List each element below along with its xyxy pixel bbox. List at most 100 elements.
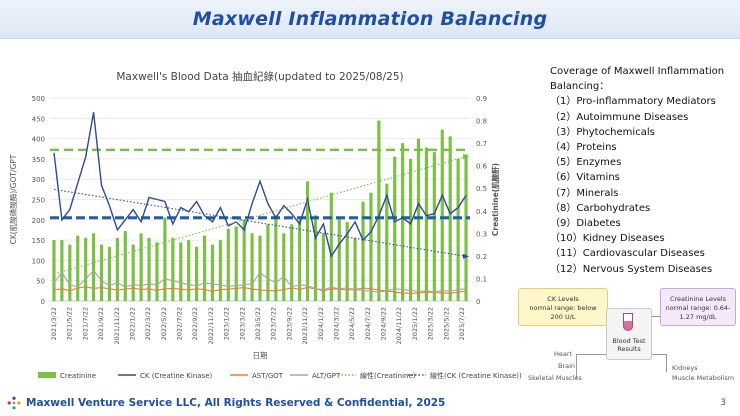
bar-creatinine	[313, 215, 318, 301]
x-tick-label: 2021/5/22	[66, 307, 74, 340]
y2-tick-label: 0.5	[476, 185, 487, 193]
bar-creatinine	[424, 147, 428, 301]
coverage-item: （6）Vitamins	[550, 172, 620, 184]
bar-creatinine	[163, 217, 167, 301]
x-tick-label: 2022/9/22	[191, 307, 199, 340]
bar-creatinine	[210, 244, 215, 301]
bar-creatinine	[242, 219, 246, 301]
bar-creatinine	[99, 244, 104, 301]
bar-creatinine	[92, 233, 96, 301]
bar-creatinine	[408, 158, 413, 301]
ck-box-line2: normal range: below	[529, 304, 597, 312]
ck-box-line3: 200 U/L	[550, 313, 576, 321]
bar-creatinine	[448, 136, 452, 301]
x-tick-label: 2025/7/22	[458, 307, 466, 340]
connector-line	[576, 354, 606, 355]
y2-tick-label: 0	[476, 298, 480, 306]
bar-creatinine	[282, 233, 286, 301]
blood-data-chart: Maxwell's Blood Data 抽血紀錄(updated to 202…	[8, 70, 522, 380]
x-tick-label: 2025/1/22	[411, 307, 419, 340]
legend-label: 線性(CK (Creatine Kinase))	[430, 371, 522, 380]
connector-line	[576, 354, 577, 378]
y2-tick-label: 0.2	[476, 253, 487, 261]
bar-creatinine	[464, 154, 468, 301]
x-tick-label: 2025/3/22	[427, 307, 435, 340]
y-tick-label: 400	[32, 136, 45, 144]
coverage-item: （10）Kidney Diseases	[550, 233, 665, 245]
y2-tick-label: 0.9	[476, 95, 487, 103]
bar-creatinine	[147, 237, 151, 301]
page-title: Maxwell Inflammation Balancing	[192, 8, 548, 30]
organ-heart: Heart	[554, 350, 573, 358]
bar-creatinine	[179, 242, 183, 301]
organ-brain: Brain	[558, 362, 576, 370]
organ-skeletal-muscles: Skeletal Muscles	[528, 374, 582, 382]
y2-tick-label: 0.3	[476, 230, 487, 238]
organ-kidneys: Kidneys	[672, 364, 698, 372]
bar-creatinine	[377, 120, 381, 301]
company-logo-icon	[7, 396, 21, 410]
y2-tick-label: 0.8	[476, 118, 487, 126]
trend-arrow	[463, 154, 470, 160]
x-tick-label: 2024/11/22	[395, 307, 403, 344]
x-tick-label: 2025/5/22	[442, 307, 450, 340]
bar-creatinine	[353, 237, 357, 301]
x-tick-label: 2022/7/22	[176, 307, 184, 340]
bar-creatinine	[416, 138, 421, 301]
line-ck-creatine-kinase	[53, 112, 467, 259]
y2-axis-label: Creatinine(肌酸酐)	[490, 163, 500, 236]
bar-creatinine	[337, 217, 341, 301]
test-tube-icon	[623, 313, 633, 331]
bar-creatinine	[393, 156, 397, 301]
bar-creatinine	[369, 192, 373, 301]
blood-test-label-2: Results	[617, 345, 641, 353]
x-tick-label: 2024/1/22	[317, 307, 325, 340]
trend-arrow	[463, 253, 470, 259]
y-tick-label: 250	[32, 197, 45, 205]
bar-creatinine	[274, 215, 278, 301]
bar-creatinine	[440, 129, 444, 301]
bar-creatinine	[456, 158, 460, 301]
y-tick-label: 200	[32, 217, 45, 225]
coverage-panel: Coverage of Maxwell Inflammation Balanci…	[550, 64, 735, 277]
coverage-item: （1）Pro-inflammatory Mediators	[550, 96, 716, 108]
x-tick-label: 2022/3/22	[144, 307, 152, 340]
bar-creatinine	[258, 235, 262, 301]
bar-creatinine	[187, 240, 191, 301]
bar-creatinine	[171, 237, 175, 301]
bar-creatinine	[385, 183, 389, 301]
y-tick-label: 350	[32, 156, 45, 164]
bar-creatinine	[68, 244, 72, 301]
y-tick-label: 450	[32, 115, 45, 123]
x-tick-label: 2023/7/22	[270, 307, 278, 340]
bar-creatinine	[432, 152, 436, 301]
coverage-item: （4）Proteins	[550, 142, 617, 154]
x-tick-label: 2023/1/22	[223, 307, 231, 340]
coverage-heading: Coverage of Maxwell Inflammation Balanci…	[550, 66, 725, 93]
bar-creatinine	[266, 224, 270, 301]
bar-creatinine	[52, 240, 56, 301]
coverage-item: （8）Carbohydrates	[550, 202, 651, 214]
bar-creatinine	[76, 235, 80, 301]
connector-line	[652, 354, 666, 355]
x-tick-label: 2021/3/22	[50, 307, 58, 340]
y-tick-label: 100	[32, 257, 45, 265]
line-alt-gpt	[53, 269, 467, 293]
y-tick-label: 300	[32, 176, 45, 184]
y-tick-label: 50	[36, 278, 45, 286]
coverage-item: （11）Cardiovascular Diseases	[550, 248, 705, 260]
bar-creatinine	[202, 235, 207, 301]
x-tick-label: 2021/11/22	[113, 307, 121, 344]
x-tick-label: 2022/1/22	[128, 307, 136, 340]
bar-creatinine	[139, 233, 143, 301]
bar-creatinine	[361, 201, 365, 301]
ck-box-title: CK Levels	[547, 295, 579, 303]
x-tick-label: 2022/11/22	[207, 307, 215, 344]
blood-test-diagram: CK Levels normal range: below 200 U/L Cr…	[514, 282, 736, 388]
footer-copyright: Maxwell Venture Service LLC, All Rights …	[26, 397, 446, 409]
legend-label: CK (Creatine Kinase)	[140, 372, 213, 380]
x-tick-label: 2024/5/22	[348, 307, 356, 340]
bar-creatinine	[321, 233, 325, 301]
x-tick-label: 2023/9/22	[285, 307, 293, 340]
bar-creatinine	[123, 231, 127, 301]
